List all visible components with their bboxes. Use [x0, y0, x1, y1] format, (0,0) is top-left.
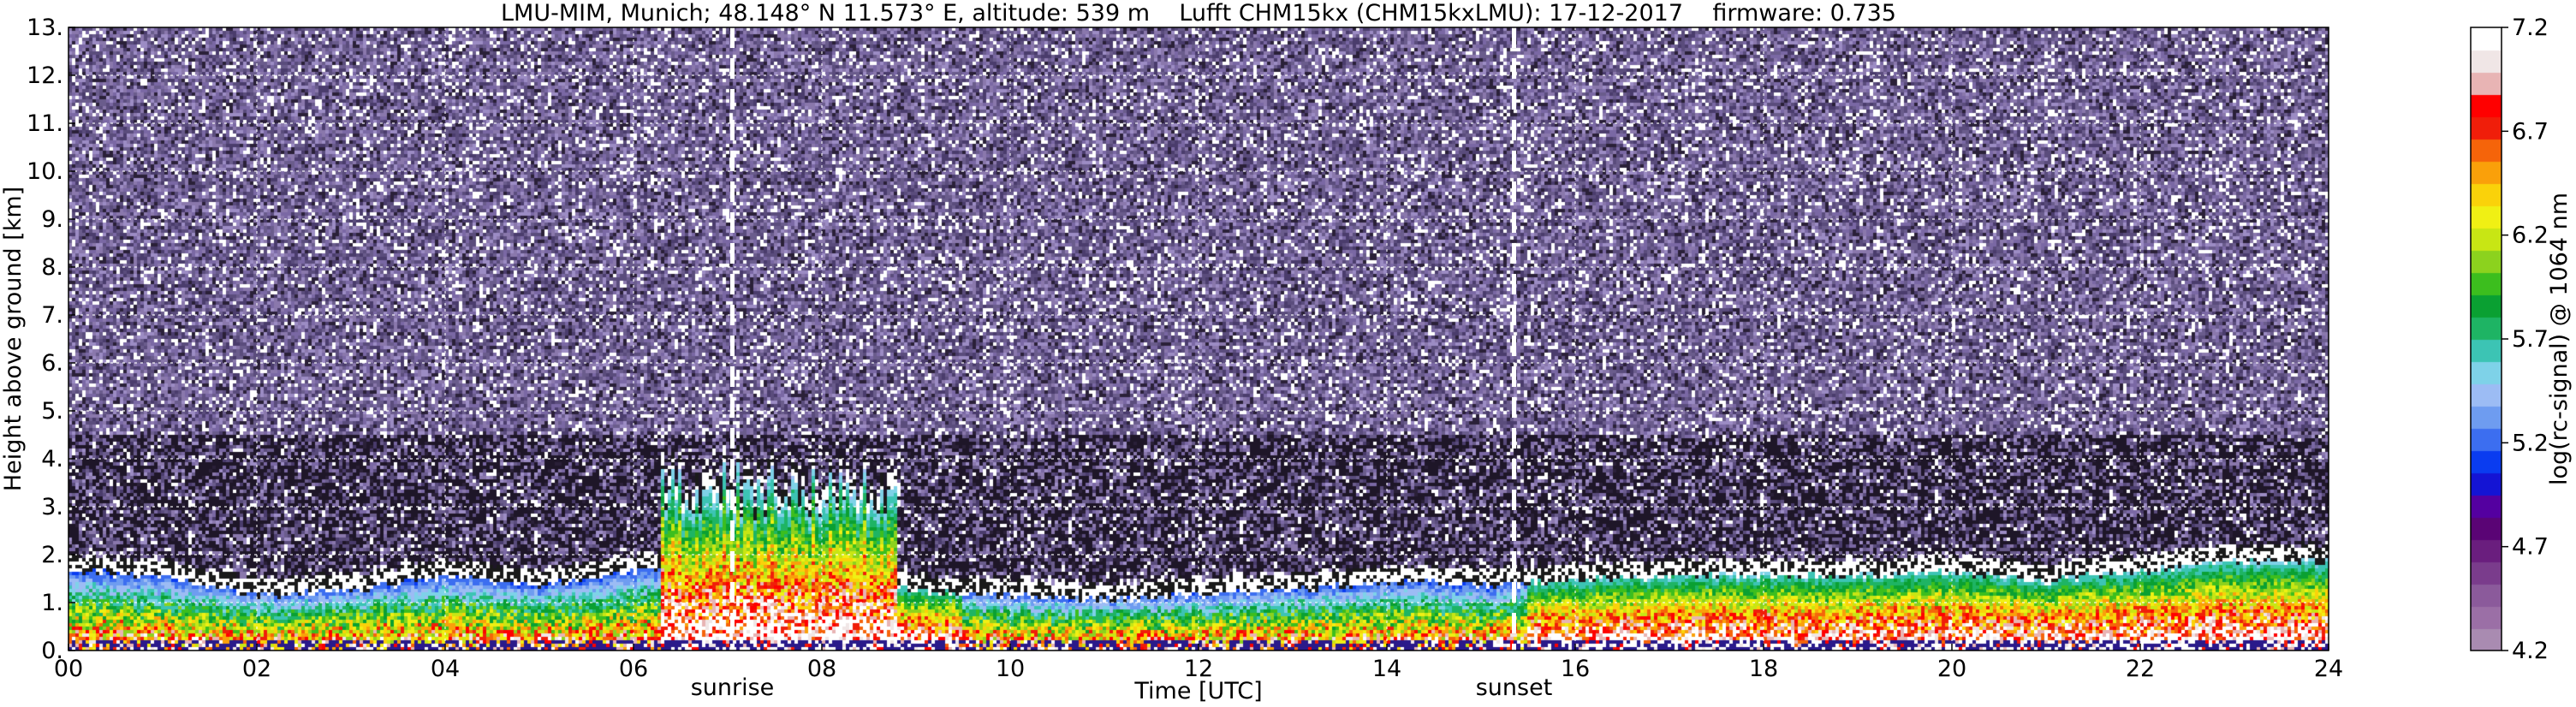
x-axis-label: Time [UTC]: [1133, 678, 1262, 704]
colorbar-label: log(rc-signal) @ 1064 nm: [2546, 193, 2573, 485]
y-tick-label: 1.: [41, 590, 63, 616]
colorbar-frame: [2470, 27, 2502, 651]
colorbar-tick-label: 4.7: [2512, 534, 2549, 561]
colorbar-tick-label: 7.2: [2512, 15, 2549, 41]
colorbar-tick-label: 4.2: [2512, 638, 2549, 664]
y-axis-ticks: 0. 1. 2. 3. 4. 5. 6. 7. 8. 9. 10. 11. 12. 13.: [27, 15, 75, 664]
x-tick-label: 14: [1372, 656, 1401, 682]
y-tick-label: 6.: [41, 350, 63, 377]
sunrise-annotation: sunrise: [691, 674, 775, 701]
colorbar-tick-label: 6.2: [2512, 223, 2549, 249]
x-tick-label: 02: [242, 656, 271, 682]
x-tick-label: 24: [2314, 656, 2343, 682]
y-tick-label: 10.: [27, 158, 63, 185]
y-tick-label: 5.: [41, 398, 63, 425]
y-axis-label: Height above ground [km]: [0, 187, 27, 491]
x-axis-ticks: 00 02 04 06 08 10 12 14 16 18 20 22 24: [54, 644, 2343, 682]
x-tick-label: 12: [1184, 656, 1213, 682]
x-tick-label: 16: [1561, 656, 1590, 682]
x-tick-label: 06: [619, 656, 648, 682]
axes: [68, 27, 2502, 651]
x-tick-label: 10: [996, 656, 1025, 682]
y-tick-label: 9.: [41, 206, 63, 233]
y-tick-label: 12.: [27, 62, 63, 89]
chart-title: LMU-MIM, Munich; 48.148° N 11.573° E, al…: [501, 0, 1896, 27]
y-tick-label: 8.: [41, 254, 63, 281]
y-tick-label: 4.: [41, 446, 63, 472]
sunset-annotation: sunset: [1476, 674, 1553, 701]
y-tick-label: 3.: [41, 494, 63, 520]
y-tick-label: 13.: [27, 15, 63, 41]
x-tick-label: 00: [54, 656, 83, 682]
y-tick-label: 2.: [41, 542, 63, 568]
x-tick-label: 08: [807, 656, 836, 682]
x-tick-label: 20: [1937, 656, 1966, 682]
grid-lines: [68, 27, 2329, 651]
x-tick-label: 18: [1749, 656, 1778, 682]
colorbar-ticks: 4.2 4.7 5.2 5.7 6.2 6.7 7.2: [2502, 15, 2549, 664]
colorbar: [2471, 27, 2502, 651]
x-tick-label: 22: [2126, 656, 2155, 682]
colorbar-tick-label: 6.7: [2512, 118, 2549, 145]
colorbar-tick-label: 5.7: [2512, 326, 2549, 353]
sun-markers: [730, 27, 1516, 651]
x-tick-label: 04: [431, 656, 460, 682]
colorbar-tick-label: 5.2: [2512, 430, 2549, 456]
y-tick-label: 11.: [27, 110, 63, 137]
y-tick-label: 7.: [41, 302, 63, 329]
y-tick-label: 0.: [41, 638, 63, 664]
